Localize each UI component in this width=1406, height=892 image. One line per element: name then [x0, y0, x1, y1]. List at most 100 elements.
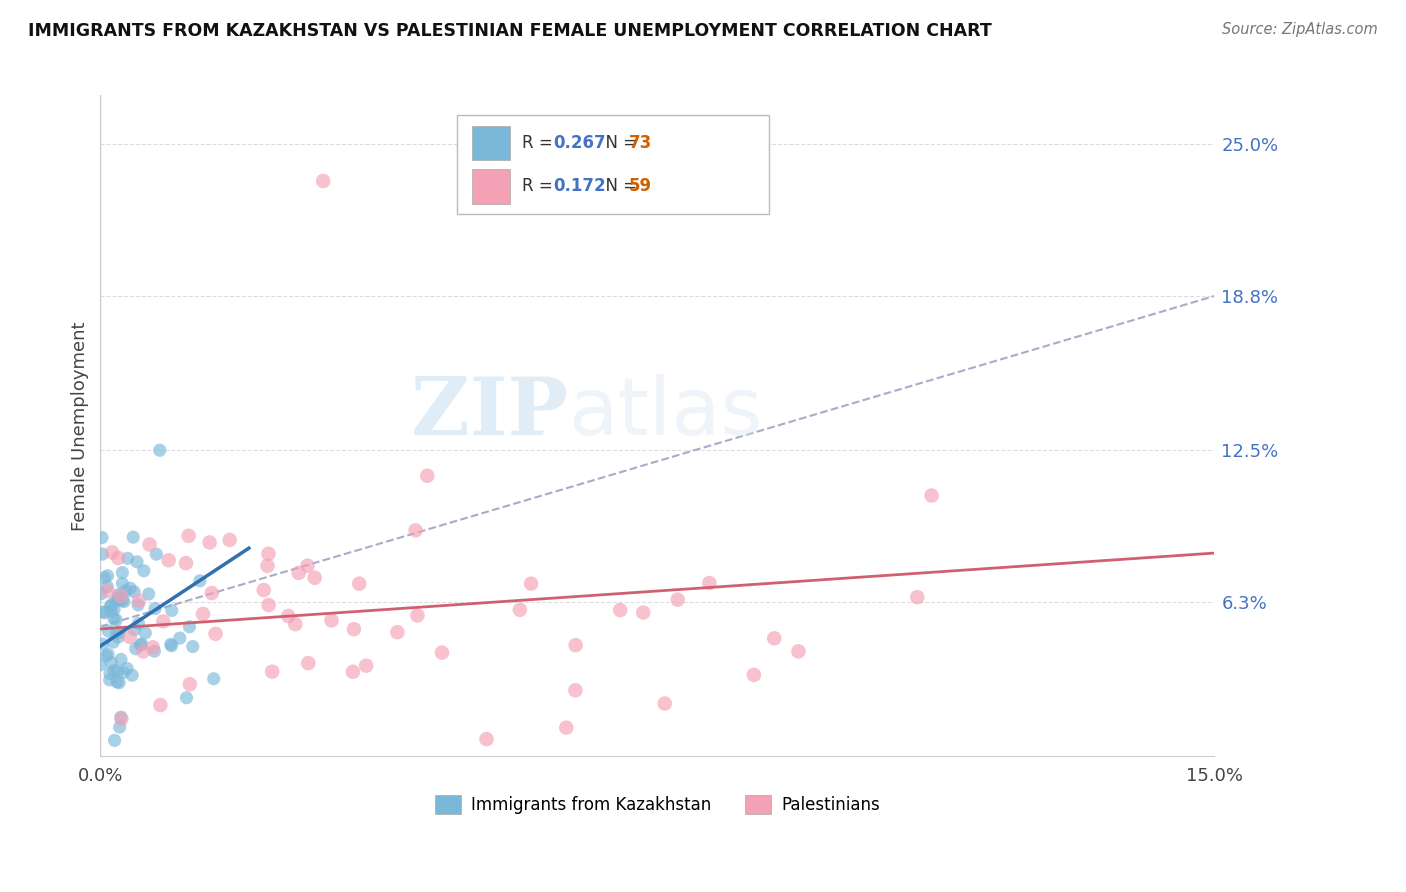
- Point: [179, 677, 201, 691]
- Point: [110, 589, 132, 603]
- Point: [107, 588, 129, 602]
- Point: [98, 666, 121, 681]
- Point: [117, 551, 139, 566]
- Point: [128, 616, 150, 631]
- Point: [112, 594, 135, 608]
- Point: [96, 648, 118, 663]
- Point: [110, 710, 132, 724]
- Text: 0.267: 0.267: [553, 134, 606, 152]
- Point: [103, 602, 125, 616]
- Point: [262, 665, 284, 679]
- Text: ZIP: ZIP: [411, 374, 568, 451]
- Point: [108, 720, 131, 734]
- Point: [177, 529, 200, 543]
- Text: N =: N =: [595, 134, 643, 152]
- Point: [520, 576, 543, 591]
- Point: [105, 674, 128, 689]
- Point: [555, 721, 578, 735]
- Text: 59: 59: [628, 178, 652, 195]
- Point: [191, 607, 214, 621]
- Point: [297, 558, 319, 573]
- Point: [304, 571, 326, 585]
- Point: [152, 615, 174, 629]
- Text: R =: R =: [522, 178, 558, 195]
- Point: [160, 603, 183, 617]
- Point: [98, 673, 121, 687]
- Point: [131, 637, 153, 651]
- Point: [666, 592, 689, 607]
- Point: [91, 547, 114, 561]
- Point: [256, 558, 278, 573]
- Text: R =: R =: [522, 134, 558, 152]
- Point: [100, 656, 122, 670]
- Point: [564, 683, 586, 698]
- Point: [129, 638, 152, 652]
- Point: [157, 553, 180, 567]
- Point: [115, 661, 138, 675]
- Point: [218, 533, 240, 547]
- Point: [169, 631, 191, 645]
- Point: [905, 590, 928, 604]
- Point: [97, 624, 120, 638]
- Point: [149, 443, 172, 458]
- Point: [107, 630, 129, 644]
- Point: [257, 547, 280, 561]
- Point: [181, 640, 204, 654]
- Point: [105, 593, 128, 607]
- Point: [277, 609, 299, 624]
- Point: [253, 582, 276, 597]
- Point: [108, 675, 131, 690]
- Point: [103, 612, 125, 626]
- Point: [387, 625, 409, 640]
- Text: Source: ZipAtlas.com: Source: ZipAtlas.com: [1222, 22, 1378, 37]
- Point: [103, 635, 125, 649]
- Point: [110, 590, 132, 604]
- Point: [787, 644, 810, 658]
- Point: [347, 576, 370, 591]
- Point: [100, 604, 122, 618]
- Point: [97, 584, 120, 599]
- Point: [174, 556, 197, 570]
- Point: [188, 574, 211, 588]
- Point: [91, 531, 114, 545]
- Point: [91, 605, 114, 619]
- Text: N =: N =: [595, 178, 643, 195]
- Point: [110, 712, 132, 726]
- Legend: Immigrants from Kazakhstan, Palestinians: Immigrants from Kazakhstan, Palestinians: [427, 788, 887, 821]
- Point: [149, 698, 172, 712]
- Point: [107, 551, 129, 566]
- Point: [143, 644, 166, 658]
- Point: [110, 652, 132, 666]
- Point: [96, 568, 118, 582]
- Point: [287, 566, 309, 580]
- Point: [198, 535, 221, 549]
- Point: [122, 530, 145, 544]
- Point: [354, 658, 377, 673]
- Point: [125, 641, 148, 656]
- Y-axis label: Female Unemployment: Female Unemployment: [72, 321, 89, 531]
- Point: [132, 644, 155, 658]
- Point: [143, 601, 166, 615]
- Point: [104, 733, 127, 747]
- Point: [204, 627, 226, 641]
- Point: [118, 630, 141, 644]
- Point: [343, 622, 366, 636]
- Point: [128, 593, 150, 607]
- Point: [89, 657, 111, 672]
- Point: [406, 608, 429, 623]
- Text: 73: 73: [628, 134, 652, 152]
- Point: [132, 564, 155, 578]
- Point: [103, 664, 125, 678]
- Point: [921, 489, 943, 503]
- Point: [120, 582, 142, 596]
- Point: [93, 606, 115, 620]
- Point: [509, 603, 531, 617]
- Point: [127, 598, 149, 612]
- Point: [430, 646, 453, 660]
- Point: [91, 637, 114, 651]
- Point: [107, 665, 129, 679]
- Point: [654, 697, 676, 711]
- Point: [96, 580, 118, 594]
- Point: [138, 538, 160, 552]
- Point: [93, 571, 115, 585]
